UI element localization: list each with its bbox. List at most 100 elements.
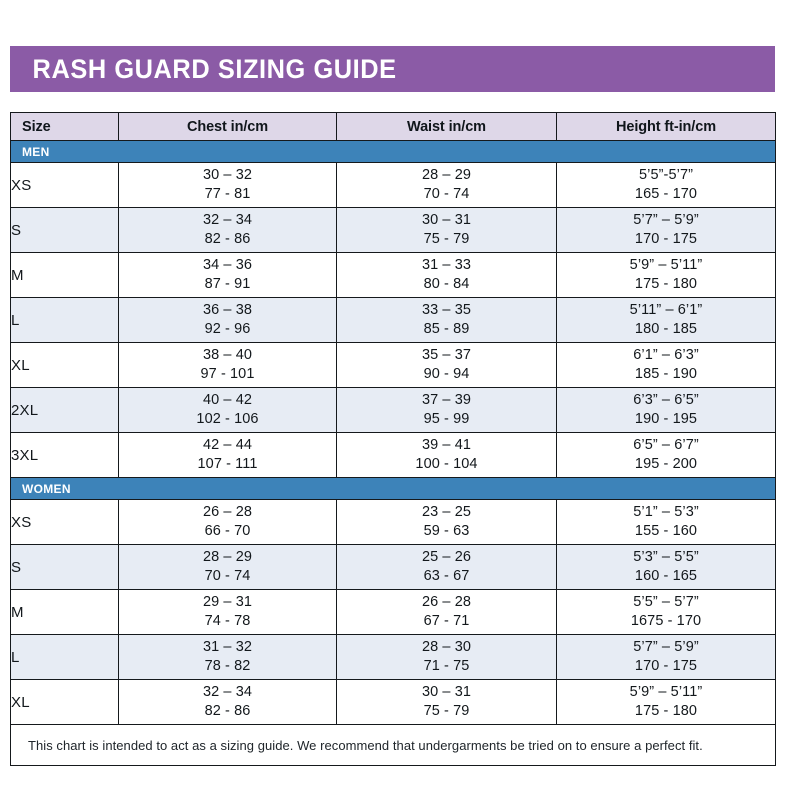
sizing-table-container: Size Chest in/cm Waist in/cm Height ft-i…: [10, 112, 776, 766]
table-row: L 36 – 38 92 - 96 33 – 35 85 - 89 5’11” – 6’1…: [10, 297, 776, 343]
cell-height: 5’5”-5’7” 165 - 170: [556, 162, 776, 208]
cell-height-metric: 195 - 200: [634, 456, 698, 472]
cell-waist-imperial: 35 – 37: [421, 347, 472, 364]
cell-waist-metric: 67 - 71: [423, 613, 470, 629]
cell-chest-imperial: 31 – 32: [202, 639, 253, 656]
cell-waist: 30 – 31 75 - 79: [336, 679, 557, 725]
sizing-note: This chart is intended to act as a sizin…: [10, 724, 776, 766]
cell-chest-imperial: 36 – 38: [202, 302, 253, 319]
section-header-row: MEN: [10, 140, 776, 163]
cell-chest-metric: 82 - 86: [204, 231, 251, 247]
cell-size: L: [10, 297, 119, 343]
cell-waist: 39 – 41 100 - 104: [336, 432, 557, 478]
sizing-table: Size Chest in/cm Waist in/cm Height ft-i…: [10, 112, 776, 766]
table-row: XS 26 – 28 66 - 70 23 – 25 59 - 63 5’1” – 5’3…: [10, 499, 776, 545]
cell-size: XL: [10, 342, 119, 388]
cell-chest: 34 – 36 87 - 91: [118, 252, 337, 298]
table-row: S 28 – 29 70 - 74 25 – 26 63 - 67 5’3” – 5’5”…: [10, 544, 776, 590]
cell-height: 5’9” – 5’11” 175 - 180: [556, 679, 776, 725]
cell-waist-imperial: 30 – 31: [421, 684, 472, 701]
cell-waist: 28 – 30 71 - 75: [336, 634, 557, 680]
cell-waist-metric: 90 - 94: [423, 366, 470, 382]
table-body: MEN XS 30 – 32 77 - 81 28 – 29 70 - 74 5’5”-5’…: [10, 140, 776, 766]
cell-chest-metric: 74 - 78: [204, 613, 251, 629]
cell-size: 3XL: [10, 432, 119, 478]
cell-waist-metric: 80 - 84: [423, 276, 470, 292]
cell-size: XL: [10, 679, 119, 725]
cell-waist-metric: 70 - 74: [423, 186, 470, 202]
cell-height: 5’7” – 5’9” 170 - 175: [556, 207, 776, 253]
column-header-height: Height ft-in/cm: [556, 112, 776, 141]
cell-chest: 42 – 44 107 - 111: [118, 432, 337, 478]
cell-waist-imperial: 39 – 41: [421, 437, 472, 454]
cell-height-metric: 170 - 175: [634, 658, 698, 674]
cell-height-imperial: 5’1” – 5’3”: [633, 504, 699, 521]
cell-chest-imperial: 29 – 31: [202, 594, 253, 611]
cell-chest-metric: 66 - 70: [204, 523, 251, 539]
cell-waist-metric: 71 - 75: [423, 658, 470, 674]
cell-chest-imperial: 40 – 42: [202, 392, 253, 409]
cell-size: S: [10, 207, 119, 253]
cell-height: 5’9” – 5’11” 175 - 180: [556, 252, 776, 298]
cell-height: 6’1” – 6’3” 185 - 190: [556, 342, 776, 388]
cell-waist: 23 – 25 59 - 63: [336, 499, 557, 545]
cell-height-imperial: 6’5” – 6’7”: [633, 437, 699, 454]
cell-size: XS: [10, 499, 119, 545]
table-row: M 29 – 31 74 - 78 26 – 28 67 - 71 5’5” – 5’7”…: [10, 589, 776, 635]
table-row: 2XL 40 – 42 102 - 106 37 – 39 95 - 99 6’3” – …: [10, 387, 776, 433]
table-header-row: Size Chest in/cm Waist in/cm Height ft-i…: [10, 112, 776, 141]
table-row: L 31 – 32 78 - 82 28 – 30 71 - 75 5’7” – 5’9”…: [10, 634, 776, 680]
cell-chest-metric: 70 - 74: [204, 568, 251, 584]
cell-size: S: [10, 544, 119, 590]
cell-chest: 29 – 31 74 - 78: [118, 589, 337, 635]
cell-height-imperial: 5’9” – 5’11”: [629, 257, 703, 274]
cell-waist: 33 – 35 85 - 89: [336, 297, 557, 343]
cell-height-imperial: 5’5” – 5’7”: [633, 594, 699, 611]
section-label: MEN: [10, 140, 776, 163]
cell-height-imperial: 5’7” – 5’9”: [633, 639, 699, 656]
cell-height-imperial: 5’3” – 5’5”: [633, 549, 699, 566]
cell-height: 5’11” – 6’1” 180 - 185: [556, 297, 776, 343]
cell-height-imperial: 5’5”-5’7”: [638, 167, 694, 184]
cell-chest-imperial: 28 – 29: [202, 549, 253, 566]
cell-waist: 37 – 39 95 - 99: [336, 387, 557, 433]
cell-height: 5’7” – 5’9” 170 - 175: [556, 634, 776, 680]
cell-height-metric: 1675 - 170: [630, 613, 702, 629]
cell-waist-imperial: 28 – 30: [421, 639, 472, 656]
cell-waist-imperial: 37 – 39: [421, 392, 472, 409]
table-row: S 32 – 34 82 - 86 30 – 31 75 - 79 5’7” – 5’9”…: [10, 207, 776, 253]
cell-waist-metric: 100 - 104: [415, 456, 478, 472]
cell-waist: 30 – 31 75 - 79: [336, 207, 557, 253]
cell-height: 5’5” – 5’7” 1675 - 170: [556, 589, 776, 635]
cell-height: 5’1” – 5’3” 155 - 160: [556, 499, 776, 545]
table-row: M 34 – 36 87 - 91 31 – 33 80 - 84 5’9” – 5’11…: [10, 252, 776, 298]
cell-waist-metric: 75 - 79: [423, 703, 470, 719]
cell-waist: 28 – 29 70 - 74: [336, 162, 557, 208]
cell-height-imperial: 5’9” – 5’11”: [629, 684, 703, 701]
cell-size: L: [10, 634, 119, 680]
cell-size: M: [10, 589, 119, 635]
cell-waist-metric: 95 - 99: [423, 411, 470, 427]
cell-height-metric: 155 - 160: [634, 523, 698, 539]
cell-waist: 35 – 37 90 - 94: [336, 342, 557, 388]
cell-height-metric: 175 - 180: [634, 276, 698, 292]
table-row: XS 30 – 32 77 - 81 28 – 29 70 - 74 5’5”-5’7” 1…: [10, 162, 776, 208]
section-label: WOMEN: [10, 477, 776, 500]
cell-chest-imperial: 38 – 40: [202, 347, 253, 364]
cell-chest-imperial: 30 – 32: [202, 167, 253, 184]
cell-chest-metric: 78 - 82: [204, 658, 251, 674]
column-header-chest: Chest in/cm: [118, 112, 337, 141]
cell-height: 6’5” – 6’7” 195 - 200: [556, 432, 776, 478]
table-row: 3XL 42 – 44 107 - 111 39 – 41 100 - 104 6’5” …: [10, 432, 776, 478]
cell-height-metric: 185 - 190: [634, 366, 698, 382]
cell-height-metric: 165 - 170: [634, 186, 698, 202]
cell-waist: 25 – 26 63 - 67: [336, 544, 557, 590]
cell-waist-metric: 75 - 79: [423, 231, 470, 247]
cell-chest-metric: 82 - 86: [204, 703, 251, 719]
cell-waist-metric: 63 - 67: [423, 568, 470, 584]
table-row: XL 32 – 34 82 - 86 30 – 31 75 - 79 5’9” – 5’1…: [10, 679, 776, 725]
cell-chest: 38 – 40 97 - 101: [118, 342, 337, 388]
cell-height: 5’3” – 5’5” 160 - 165: [556, 544, 776, 590]
cell-size: XS: [10, 162, 119, 208]
cell-height-imperial: 6’3” – 6’5”: [633, 392, 699, 409]
